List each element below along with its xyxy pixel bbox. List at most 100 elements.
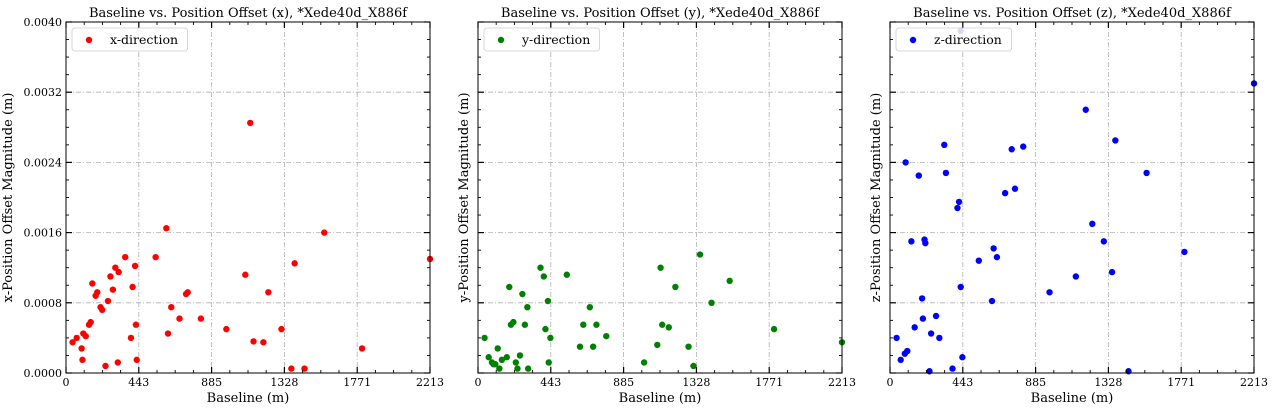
- x-tick-label: 1771: [1167, 376, 1195, 389]
- legend-label: x-direction: [110, 32, 178, 47]
- y-axis-label: y-Position Offset Magnitude (m): [457, 92, 472, 303]
- data-point: [78, 345, 85, 352]
- data-point: [1112, 137, 1119, 144]
- minor-ticks: [66, 22, 430, 373]
- data-point: [1046, 289, 1053, 296]
- data-point: [990, 245, 997, 252]
- legend: z-direction: [895, 27, 1012, 52]
- legend-box: [71, 27, 188, 52]
- data-point: [94, 289, 101, 296]
- x-tick-label: 443: [128, 376, 149, 389]
- data-point: [542, 325, 549, 333]
- data-point: [893, 334, 900, 342]
- data-point: [260, 339, 267, 346]
- x-tick-label: 0: [887, 376, 894, 389]
- ticks: [477, 21, 843, 374]
- data-point: [132, 321, 140, 328]
- data-point: [242, 271, 249, 278]
- data-point: [184, 289, 191, 296]
- data-point: [770, 325, 778, 333]
- panel-1: 0 443 885 1328 1771 2213 Baseline vs. Position…: [457, 6, 856, 406]
- minor-ticks: [478, 22, 842, 373]
- x-tick-label: 2213: [1240, 376, 1268, 389]
- data-point: [988, 297, 996, 305]
- data-point: [112, 264, 119, 271]
- data-point: [537, 264, 544, 271]
- data-point: [1143, 169, 1150, 177]
- x-tick-label: 1328: [1094, 376, 1122, 389]
- x-tick-label: 443: [952, 376, 973, 389]
- data-point: [163, 225, 170, 232]
- panel-0: 0 443 885 1328 1771 2213 0.0000 0.0008 0.0016 0.0…: [1, 6, 444, 406]
- legend-box: [895, 27, 1012, 52]
- x-tick-label: 2213: [416, 376, 444, 389]
- data-point: [603, 332, 610, 340]
- data-point: [133, 356, 140, 364]
- axes-frame: [65, 21, 431, 374]
- data-point: [897, 356, 904, 364]
- data-point: [104, 297, 112, 305]
- data-point: [494, 345, 501, 352]
- data-point: [516, 352, 524, 359]
- data-point: [79, 356, 86, 364]
- data-point: [927, 330, 935, 337]
- data-point: [540, 273, 547, 280]
- data-point: [726, 277, 733, 285]
- data-point: [993, 253, 1001, 261]
- data-point: [496, 365, 503, 372]
- data-point: [545, 359, 552, 366]
- x-tick-label: 0: [63, 376, 70, 389]
- data-point: [514, 365, 521, 372]
- data-point: [957, 283, 964, 291]
- data-point: [942, 169, 950, 177]
- data-point: [911, 324, 918, 331]
- chart-title: Baseline vs. Position Offset (z), *Xede4…: [913, 6, 1232, 21]
- data-point: [1181, 248, 1188, 256]
- data-point: [975, 257, 983, 264]
- data-point: [1089, 220, 1096, 228]
- data-point: [1011, 185, 1019, 192]
- x-tick-label: 2213: [828, 376, 856, 389]
- data-point: [69, 339, 76, 346]
- data-point: [1108, 268, 1116, 276]
- data-point: [503, 354, 510, 361]
- data-point: [708, 299, 715, 306]
- data-point: [265, 289, 272, 296]
- data-point: [519, 290, 526, 298]
- data-point: [176, 315, 183, 322]
- x-axis-label: Baseline (m): [619, 391, 702, 406]
- data-point: [915, 172, 922, 179]
- data-point: [152, 253, 159, 261]
- data-point: [73, 334, 80, 342]
- data-point: [87, 318, 94, 326]
- legend-box: [483, 27, 600, 52]
- data-point: [580, 321, 587, 328]
- data-point: [131, 262, 139, 270]
- data-point: [164, 330, 172, 337]
- legend-label: z-direction: [934, 32, 1002, 47]
- data-point: [168, 303, 175, 311]
- y-tick-label: 0.0016: [24, 227, 63, 240]
- data-point: [665, 324, 672, 331]
- legend-marker: [85, 36, 93, 44]
- panel-2: 0 443 885 1328 1771 2213 Baseline vs. Position…: [869, 6, 1268, 406]
- axes-frame: [889, 21, 1255, 374]
- data-point: [127, 334, 135, 342]
- ticks: [889, 21, 1255, 374]
- data-point: [512, 359, 520, 366]
- chart-title: Baseline vs. Position Offset (y), *Xede4…: [501, 6, 820, 21]
- data-point: [129, 283, 136, 291]
- legend-label: y-direction: [521, 32, 590, 47]
- data-point: [640, 359, 648, 366]
- data-point: [1100, 238, 1108, 245]
- data-point: [492, 361, 499, 368]
- data-point: [932, 312, 940, 320]
- data-point: [521, 321, 529, 328]
- data-point: [288, 365, 295, 372]
- data-point: [936, 334, 943, 342]
- data-point: [918, 295, 926, 302]
- y-tick-label: 0.0040: [24, 16, 63, 29]
- data-point: [358, 345, 366, 352]
- x-tick-label: 885: [613, 376, 634, 389]
